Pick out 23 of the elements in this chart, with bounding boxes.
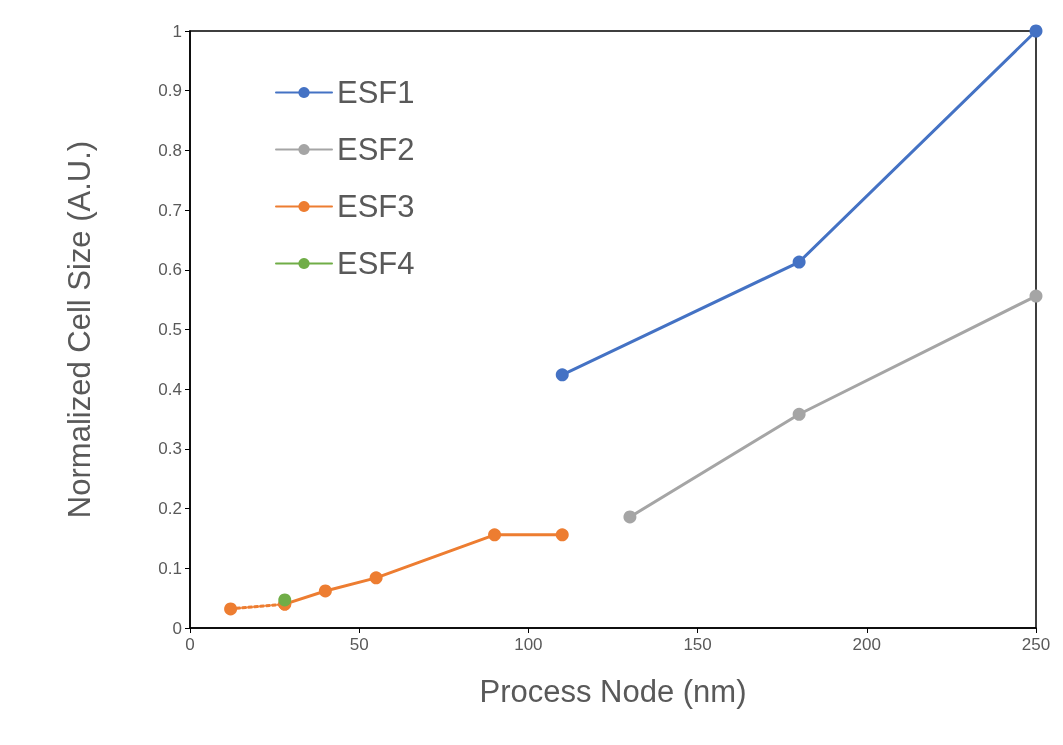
x-tick-label: 0 <box>185 635 195 654</box>
y-axis-title: Normalized Cell Size (A.U.) <box>62 140 97 519</box>
y-tick-label: 0.3 <box>158 439 182 459</box>
legend-label: ESF4 <box>337 246 415 281</box>
legend-label: ESF2 <box>337 132 415 167</box>
legend-label: ESF3 <box>337 189 415 224</box>
y-tick-label: 0.4 <box>158 379 182 399</box>
y-tick-label: 0.7 <box>158 200 182 220</box>
y-tick-label: 0.1 <box>158 558 182 578</box>
x-tick-label: 200 <box>852 635 881 654</box>
x-tick-label: 150 <box>683 635 712 654</box>
x-tick-label: 50 <box>349 635 369 654</box>
y-tick-label: 0.2 <box>158 499 182 519</box>
x-tick-label: 250 <box>1021 635 1051 654</box>
y-tick-label: 0.8 <box>158 140 182 160</box>
y-tick-label: 1 <box>172 21 182 41</box>
y-tick-label: 0 <box>172 618 182 638</box>
y-tick-label: 0.6 <box>158 260 182 280</box>
y-tick-label: 0.5 <box>158 320 182 339</box>
x-axis-title: Process Node (nm) <box>479 674 747 709</box>
y-tick-label: 0.9 <box>158 81 182 101</box>
x-tick-label: 100 <box>514 635 543 654</box>
legend-label: ESF1 <box>337 75 415 110</box>
